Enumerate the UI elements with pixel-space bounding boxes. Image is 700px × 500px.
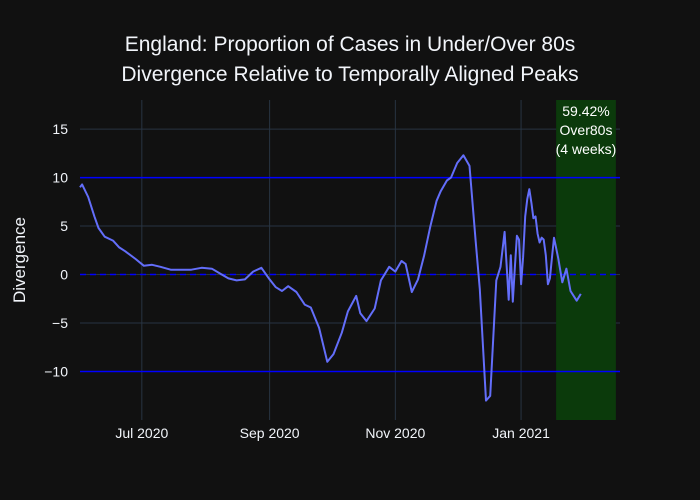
highlight-layer <box>556 100 616 420</box>
highlight-annotation-line-0: 59.42% <box>562 103 609 119</box>
y-tick-label-2: 0 <box>60 267 68 283</box>
highlight-annotation-line-1: Over80s <box>560 122 613 138</box>
y-tick-label-5: 15 <box>52 121 68 137</box>
x-tick-label-0: Jul 2020 <box>115 425 168 441</box>
y-axis-label: Divergence <box>10 217 29 303</box>
chart-title-line-1: England: Proportion of Cases in Under/Ov… <box>125 33 576 56</box>
y-tick-label-4: 10 <box>52 170 68 186</box>
tick-label-layer: −10 −5 0 5 10 15 Jul 2020 Sep 2020 Nov 2020 Jan 2… <box>44 121 550 441</box>
x-tick-label-3: Jan 2021 <box>492 425 550 441</box>
y-tick-label-0: −10 <box>44 364 68 380</box>
chart-title-line-2: Divergence Relative to Temporally Aligne… <box>121 63 578 86</box>
series-line-0 <box>79 154 582 402</box>
highlight-annotation-line-2: (4 weeks) <box>556 141 617 157</box>
reference-line-layer <box>80 176 620 373</box>
highlight-region <box>556 100 616 420</box>
series-line-layer <box>79 154 582 402</box>
annotation-layer: 59.42% Over80s (4 weeks) <box>556 103 617 157</box>
y-tick-label-1: −5 <box>52 315 68 331</box>
x-tick-label-2: Nov 2020 <box>365 425 425 441</box>
x-tick-label-1: Sep 2020 <box>240 425 300 441</box>
y-tick-label-3: 5 <box>60 218 68 234</box>
